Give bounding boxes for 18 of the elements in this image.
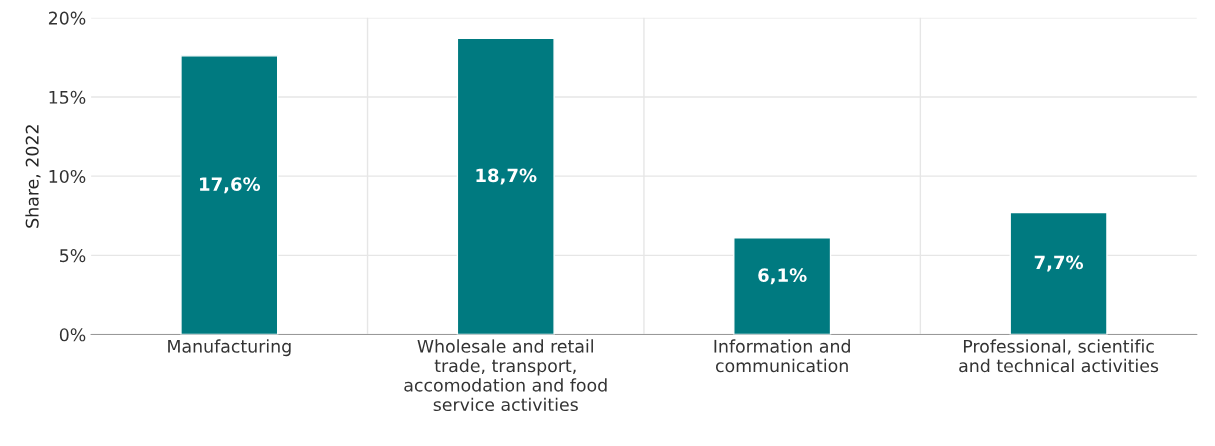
y-tick-label: 10% [49, 169, 86, 184]
y-tick-label: 0% [59, 328, 86, 342]
x-tick-label: Professional, scientific and technical activities [959, 339, 1159, 373]
data-label: 7,7% [1034, 255, 1084, 272]
bar [456, 37, 555, 335]
bar [180, 55, 279, 335]
y-axis-title: Share, 2022 [25, 125, 41, 228]
bar [733, 237, 832, 335]
x-tick-label: Manufacturing [168, 339, 291, 357]
data-label: 17,6% [200, 177, 261, 194]
data-label: 6,1% [758, 268, 807, 285]
x-tick-label: Wholesale and retail trade, transport, accomodation and food service activities [404, 339, 607, 412]
y-tick-label: 20% [48, 11, 86, 25]
x-tick-label: Information and communication [714, 339, 850, 373]
data-label: 18,7% [476, 168, 537, 185]
y-tick-label: 5% [60, 249, 86, 263]
bar [1009, 211, 1108, 335]
y-tick-label: 15% [49, 90, 86, 104]
